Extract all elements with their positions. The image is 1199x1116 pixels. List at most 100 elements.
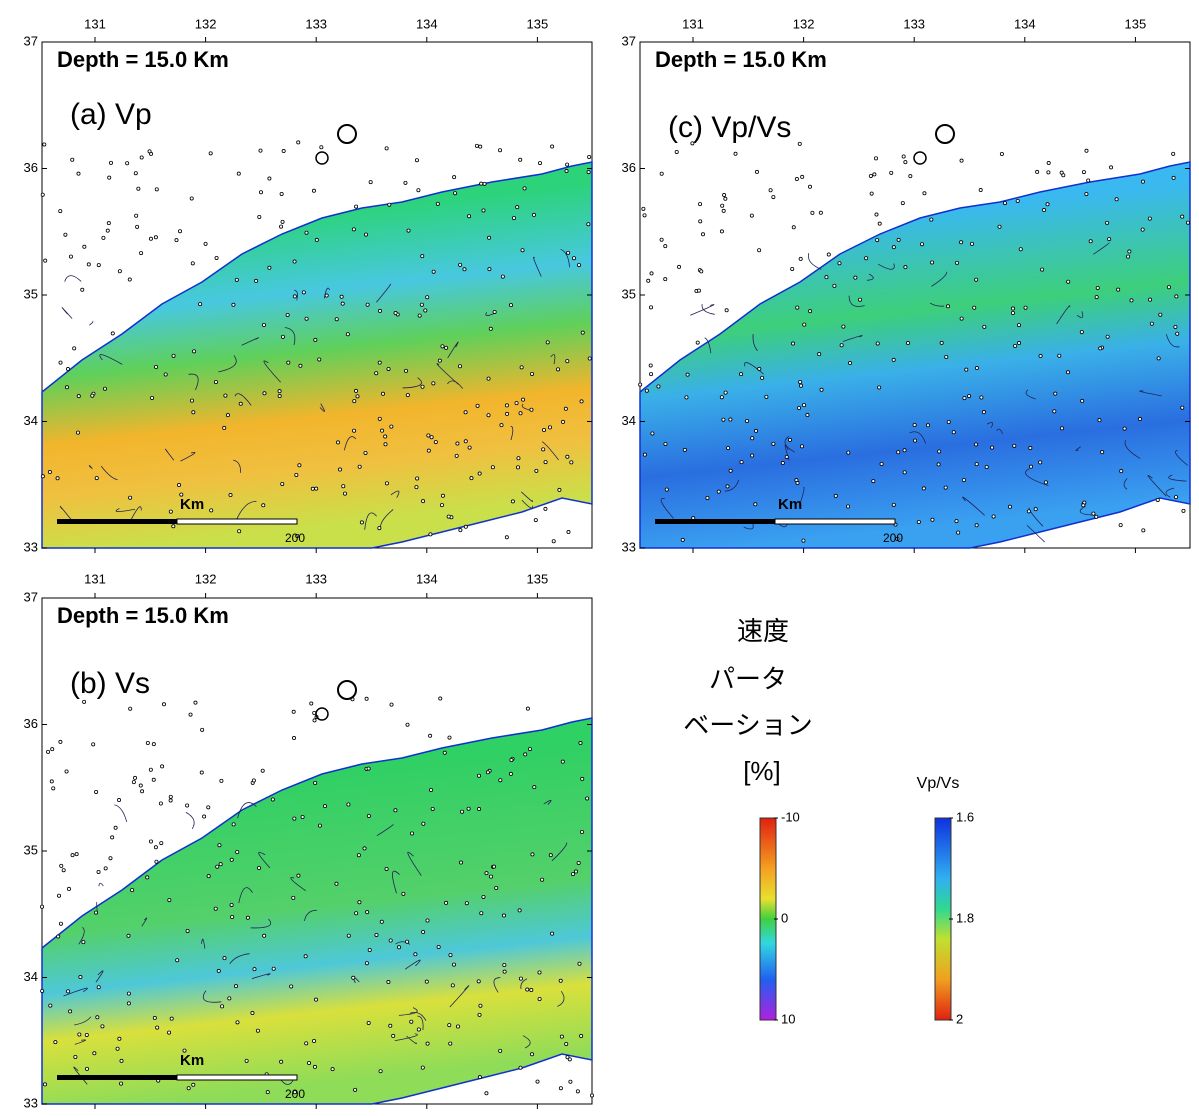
panel-label: (b) Vs — [70, 667, 150, 700]
event-dot — [168, 794, 173, 799]
event-dot — [94, 476, 99, 481]
event-dot — [447, 735, 452, 740]
lon-tick-label: 133 — [903, 16, 925, 31]
event-dot — [324, 293, 329, 298]
event-dot — [1017, 341, 1022, 346]
contour-line — [343, 436, 357, 451]
contour-line — [250, 918, 272, 929]
scale-bar-black — [57, 519, 177, 524]
event-dot — [234, 984, 239, 989]
event-dot — [145, 741, 150, 746]
event-dot — [1140, 227, 1145, 232]
event-dot — [155, 1025, 160, 1030]
event-dot — [363, 232, 368, 237]
contour-line — [164, 448, 175, 461]
scale-bar-black — [655, 519, 775, 524]
event-dot — [128, 495, 133, 500]
contour-line — [784, 435, 795, 453]
event-dot — [565, 1055, 570, 1060]
legend-title: 速度 — [737, 616, 789, 646]
contour-line — [407, 851, 422, 876]
event-dot — [531, 212, 536, 217]
event-dot — [505, 411, 510, 416]
event-dot — [42, 142, 47, 147]
event-dot — [705, 495, 710, 500]
event-dot — [430, 806, 435, 811]
event-dot — [760, 375, 765, 380]
event-dot — [154, 859, 159, 864]
contour-line — [510, 425, 514, 441]
event-dot — [1119, 469, 1124, 474]
event-dot — [199, 770, 204, 775]
event-dot — [954, 519, 959, 524]
event-dot — [154, 364, 159, 369]
contour-line — [1093, 242, 1110, 255]
event-dot — [291, 709, 296, 714]
event-dot — [223, 393, 228, 398]
event-dot — [354, 388, 359, 393]
event-dot — [135, 224, 140, 229]
island — [315, 707, 329, 721]
contour-line — [319, 403, 325, 412]
event-dot — [404, 368, 409, 373]
contour-line — [808, 252, 822, 270]
event-dot — [481, 894, 486, 899]
event-dot — [716, 489, 721, 494]
event-dot — [265, 1090, 270, 1095]
event-dot — [421, 499, 426, 504]
event-dot — [384, 146, 389, 151]
event-dot — [571, 256, 576, 261]
event-dot — [440, 493, 445, 498]
event-dot — [312, 1038, 317, 1043]
panel-label: (c) Vp/Vs — [668, 111, 791, 144]
event-dot — [1095, 286, 1100, 291]
event-dot — [431, 381, 436, 386]
velocity-colorbar — [759, 817, 777, 1021]
event-dot — [642, 452, 647, 457]
event-dot — [380, 428, 385, 433]
event-dot — [444, 900, 449, 905]
event-dot — [895, 536, 900, 541]
contour-line — [404, 959, 421, 970]
event-dot — [96, 263, 101, 268]
event-dot — [754, 428, 759, 433]
event-dot — [185, 928, 190, 933]
event-dot — [317, 823, 322, 828]
event-dot — [1109, 165, 1114, 170]
contour-line — [1123, 478, 1128, 490]
contour-line — [660, 498, 674, 519]
event-dot — [1091, 511, 1096, 516]
event-dot — [366, 1020, 371, 1025]
lon-tick-label: 135 — [527, 571, 549, 586]
event-dot — [754, 169, 759, 174]
event-dot — [1002, 201, 1007, 206]
legend-title: [%] — [743, 756, 781, 786]
event-dot — [362, 846, 367, 851]
event-dot — [1100, 450, 1105, 455]
legend-tick-label: 0 — [781, 910, 788, 925]
event-dot — [520, 248, 525, 253]
contour-line — [395, 941, 411, 945]
event-dot — [563, 406, 568, 411]
event-dot — [387, 202, 392, 207]
event-dot — [1129, 298, 1134, 303]
event-dot — [959, 316, 964, 321]
event-dot — [277, 389, 282, 394]
lat-tick-label: 33 — [24, 1095, 38, 1110]
event-dot — [419, 302, 424, 307]
event-dot — [649, 372, 654, 377]
contour-line — [436, 363, 459, 385]
event-dot — [352, 399, 357, 404]
event-dot — [342, 491, 347, 496]
event-dot — [1084, 192, 1089, 197]
event-dot — [1066, 370, 1071, 375]
event-dot — [559, 1034, 564, 1039]
event-dot — [674, 149, 679, 154]
event-dot — [487, 267, 492, 272]
event-dot — [304, 316, 309, 321]
event-dot — [309, 701, 314, 706]
event-dot — [797, 406, 802, 411]
event-dot — [217, 843, 222, 848]
event-dot — [509, 303, 514, 308]
event-dot — [74, 852, 79, 857]
